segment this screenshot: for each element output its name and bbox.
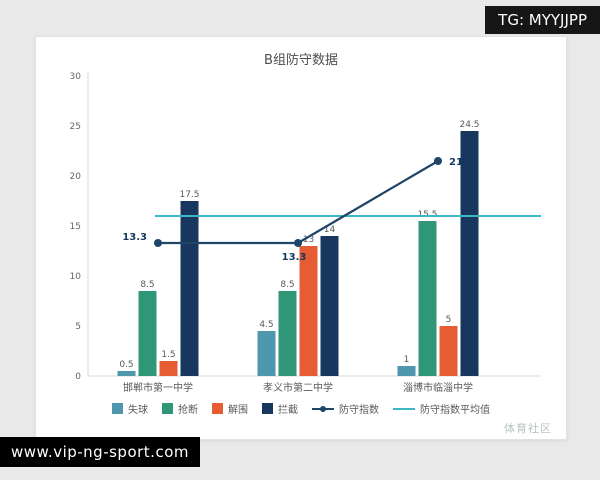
bar [397, 366, 416, 376]
bar-value-label: 14 [324, 225, 336, 235]
watermark: 体育社区 [504, 422, 552, 435]
x-category-label: 孝义市第二中学 [263, 381, 333, 394]
y-tick-label: 30 [70, 72, 82, 82]
legend-swatch [112, 403, 123, 414]
legend-item: 失球 [112, 401, 148, 416]
chart-title: B组防守数据 [264, 53, 338, 68]
line-value-label: 21.5 [449, 157, 474, 168]
line-value-label: 13.3 [282, 252, 307, 263]
y-tick-label: 20 [70, 172, 82, 182]
bar [117, 371, 136, 376]
bar [460, 131, 479, 376]
legend-label: 抢断 [178, 405, 198, 416]
line-marker [154, 239, 162, 247]
y-tick-label: 15 [70, 222, 81, 232]
legend-item: 防守指数 [312, 401, 379, 416]
defense-index-line [158, 160, 439, 245]
legend-label: 解围 [228, 405, 248, 416]
line-marker [434, 157, 442, 165]
bar-value-label: 8.5 [280, 280, 294, 290]
bar-value-label: 5 [446, 315, 452, 325]
bar-value-label: 8.5 [140, 280, 154, 290]
legend-line-symbol [312, 405, 334, 412]
bar-value-label: 4.5 [259, 320, 273, 330]
y-tick-label: 0 [75, 372, 81, 382]
tg-badge: TG: MYYJJPP [485, 6, 600, 34]
legend-swatch [212, 403, 223, 414]
legend-label: 防守指数平均值 [420, 405, 490, 416]
site-badge: www.vip-ng-sport.com [0, 437, 200, 467]
bar [180, 201, 199, 376]
legend-label: 拦截 [278, 405, 298, 416]
legend-item: 防守指数平均值 [393, 401, 490, 416]
bar [439, 326, 458, 376]
legend: 失球 抢断 解围 拦截 防守指数 防守指数平均值 [36, 401, 566, 416]
bar-value-label: 13 [303, 235, 314, 245]
legend-swatch [262, 403, 273, 414]
x-category-label: 淄博市临淄中学 [403, 381, 473, 394]
bar-value-label: 24.5 [459, 120, 479, 130]
bar-value-label: 0.5 [119, 360, 133, 370]
legend-item: 拦截 [262, 401, 298, 416]
chart-panel: B组防守数据 0 5 10 15 20 25 30 邯郸市第一中学 孝义市第二中学 淄博市临淄中学… [35, 36, 567, 440]
y-tick-label: 5 [75, 322, 81, 332]
legend-item: 抢断 [162, 401, 198, 416]
bar [138, 291, 157, 376]
bar-value-label: 1 [404, 355, 410, 365]
bar [418, 221, 437, 376]
legend-swatch [162, 403, 173, 414]
bar [299, 246, 318, 376]
legend-label: 防守指数 [339, 405, 379, 416]
y-tick-label: 10 [70, 272, 82, 282]
legend-line-symbol [393, 407, 415, 410]
bar [159, 361, 178, 376]
bar-value-label: 1.5 [161, 350, 175, 360]
legend-item: 解围 [212, 401, 248, 416]
y-tick-label: 25 [70, 122, 81, 132]
line-marker [294, 239, 302, 247]
x-category-label: 邯郸市第一中学 [123, 381, 193, 394]
bar [257, 331, 276, 376]
line-value-label: 13.3 [122, 232, 147, 243]
bar [320, 236, 339, 376]
legend-marker-dot [320, 405, 326, 412]
legend-label: 失球 [128, 405, 148, 416]
bar [278, 291, 297, 376]
bar-value-label: 17.5 [179, 190, 199, 200]
